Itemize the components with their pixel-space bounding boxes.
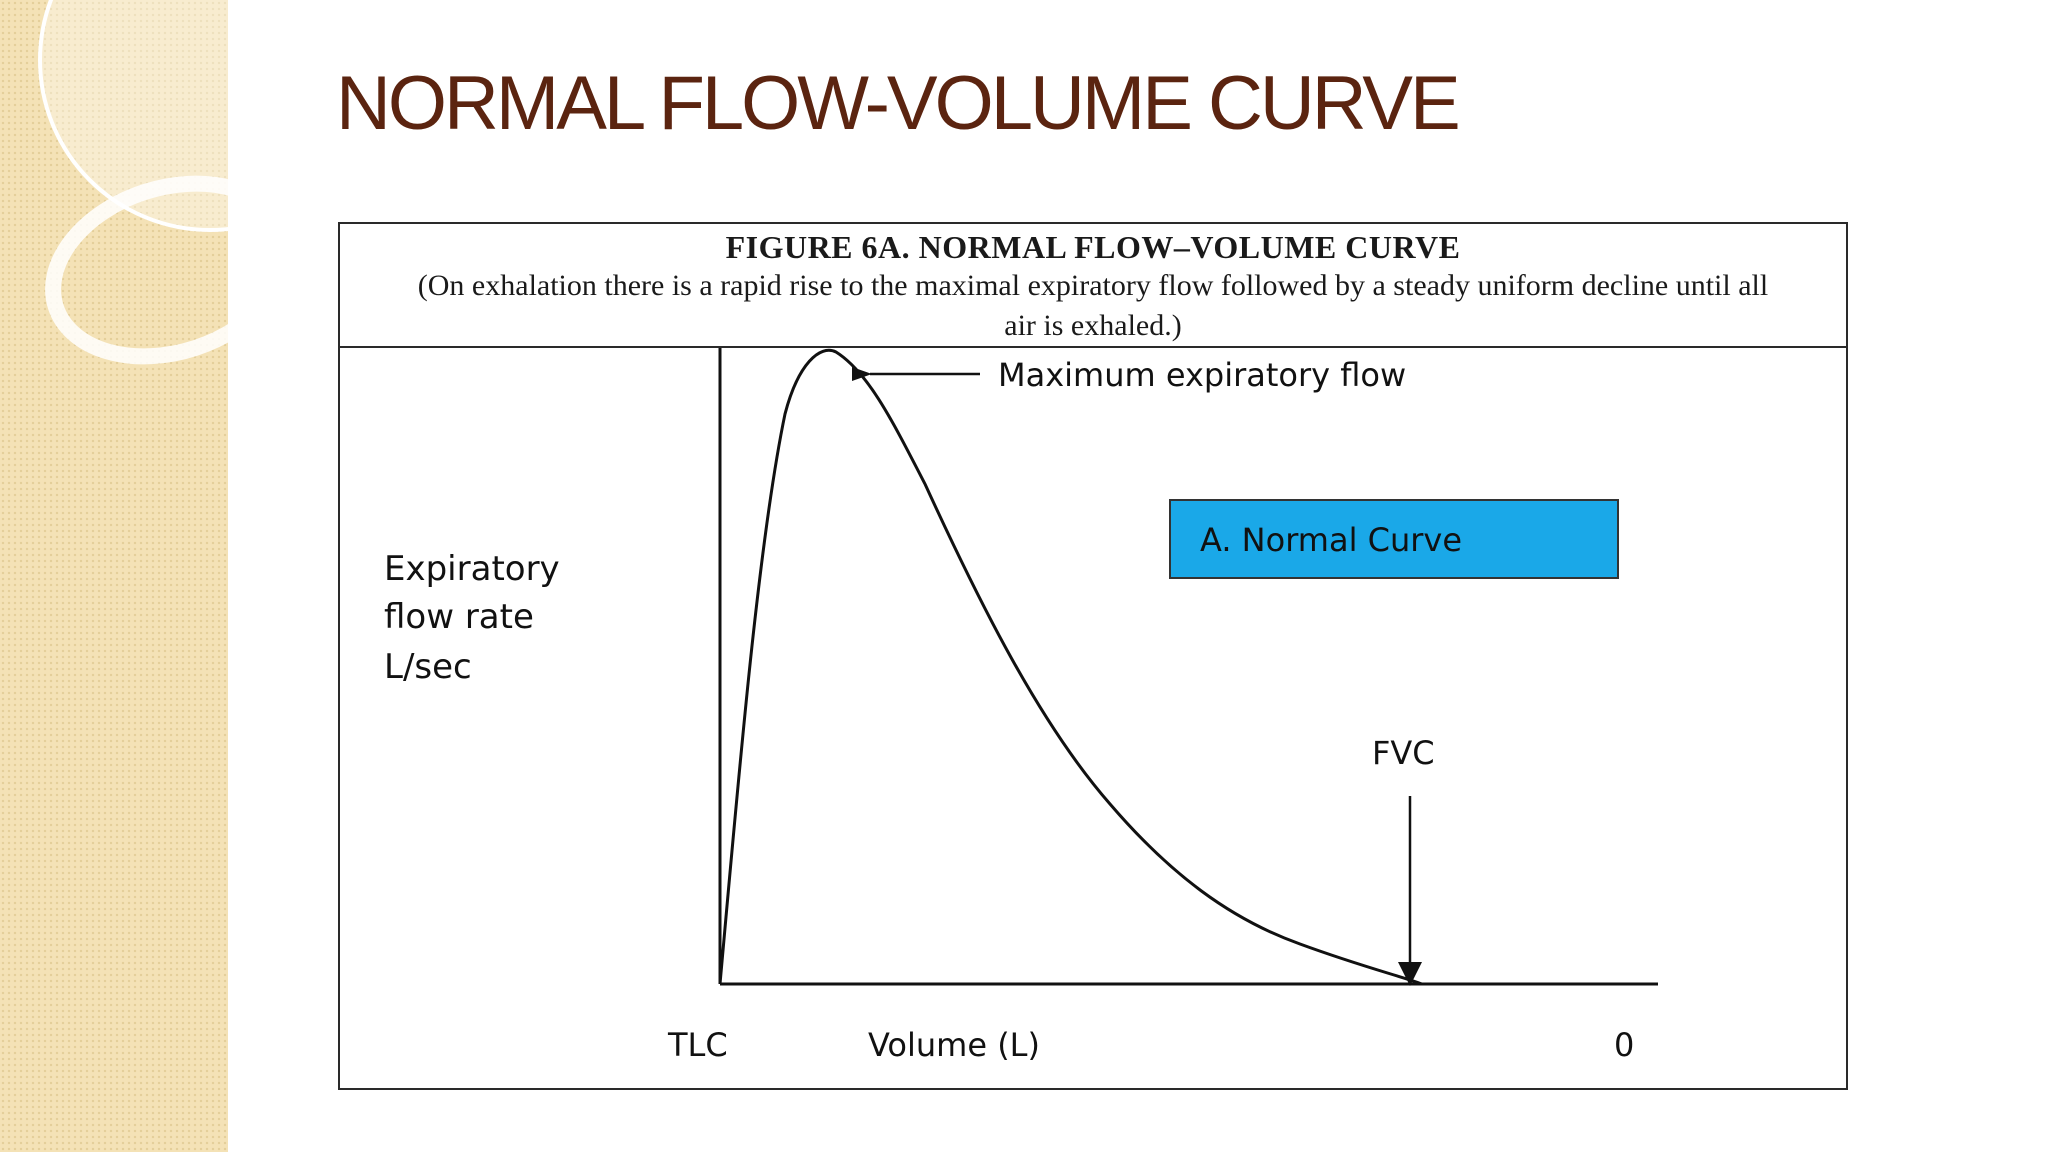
flow-volume-curve	[718, 348, 1423, 986]
decorative-rings	[38, 0, 240, 365]
figure-title: FIGURE 6A. NORMAL FLOW–VOLUME CURVE	[725, 229, 1461, 265]
fvc-annotation: FVC	[1372, 734, 1435, 772]
x-axis-label: Volume (L)	[868, 1026, 1040, 1064]
y-axis-label-line-3: L/sec	[384, 647, 472, 687]
slide-title: NORMAL FLOW-VOLUME CURVE	[336, 61, 1461, 146]
y-axis-label-line-1: Expiratory	[384, 549, 560, 589]
figure-header: FIGURE 6A. NORMAL FLOW–VOLUME CURVE (On …	[340, 224, 1846, 348]
peak-annotation: Maximum expiratory flow	[998, 356, 1406, 394]
x-left-label-tlc: TLC	[667, 1026, 728, 1064]
figure-panel: FIGURE 6A. NORMAL FLOW–VOLUME CURVE (On …	[338, 222, 1848, 1090]
flow-volume-diagram: Maximum expiratory flow A. Normal Curve …	[384, 348, 1658, 1064]
decorative-side-panel	[0, 0, 231, 1152]
figure-caption: (On exhalation there is a rapid rise to …	[417, 269, 1769, 342]
legend-box	[1169, 499, 1619, 579]
x-right-label-zero: 0	[1614, 1026, 1634, 1064]
y-axis-label-line-2: flow rate	[384, 597, 534, 637]
legend-box-label: A. Normal Curve	[1200, 521, 1462, 559]
fvc-arrow-head	[1398, 962, 1422, 986]
